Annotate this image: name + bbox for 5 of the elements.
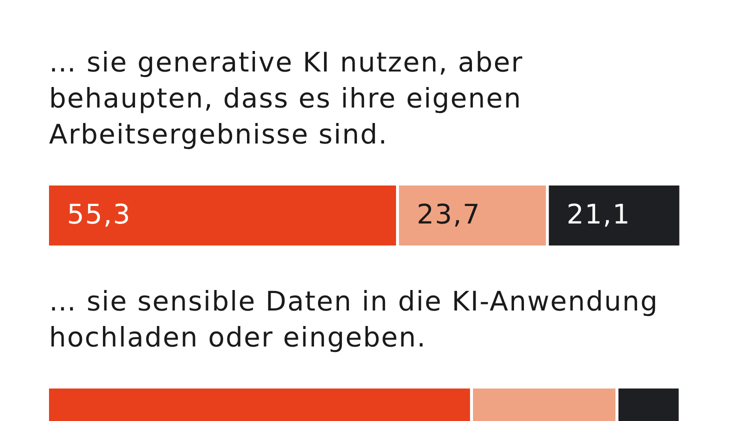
- data-label: 23,7: [416, 200, 481, 231]
- y-tick-label: … sie sensible Daten in die KI-Anwendung hochladen oder eingeben.: [49, 286, 659, 354]
- data-label: 55,3: [67, 200, 132, 231]
- data-label: 21,1: [566, 200, 631, 231]
- y-tick-label: … sie generative KI nutzen, aber behaupten, dass es ihre eigenen Arbeitsergebnisse sind.: [49, 48, 524, 150]
